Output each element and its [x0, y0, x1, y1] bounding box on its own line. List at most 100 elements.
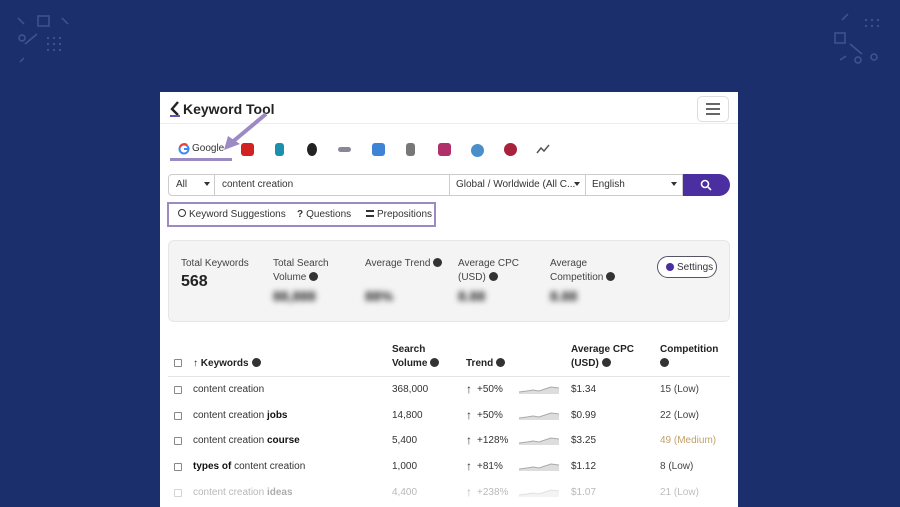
cpc: $3.25: [571, 435, 597, 447]
keyword[interactable]: content creation ideas: [193, 487, 293, 498]
competition: 22 (Low): [660, 409, 699, 421]
keyword-part: course: [266, 435, 300, 447]
row-checkbox[interactable]: [174, 411, 182, 420]
stat-label-text: Average Competition: [550, 258, 604, 283]
settings-label: Settings: [677, 262, 714, 273]
divider: [214, 174, 215, 196]
column-header-label: Trend: [466, 358, 494, 369]
column-header[interactable]: Search Volume: [392, 343, 452, 371]
sparkline: [518, 433, 560, 448]
trend-arrow: ↑: [466, 484, 472, 499]
column-header[interactable]: ↑ Keywords: [193, 357, 261, 371]
twitter-tab[interactable]: [471, 144, 484, 157]
settings-button[interactable]: Settings: [657, 256, 717, 278]
keyword[interactable]: types of content creation: [193, 461, 305, 472]
stat-label-text: Average Trend: [365, 258, 431, 269]
keyword-part: content creation: [193, 409, 267, 421]
trend: +128%: [477, 435, 509, 447]
mode-tab-label: Questions: [306, 209, 352, 220]
menu-button[interactable]: [697, 96, 729, 122]
stat-value: 8.88: [458, 288, 486, 304]
column-header[interactable]: Trend: [466, 357, 506, 371]
info-icon: [606, 272, 616, 281]
amazon-tab[interactable]: [307, 143, 317, 156]
trend: +50%: [477, 384, 503, 395]
engine-tab-active[interactable]: Google: [192, 143, 225, 154]
playstore-tab[interactable]: [406, 143, 415, 156]
row-checkbox[interactable]: [174, 386, 182, 394]
trend-arrow: ↑: [466, 382, 472, 396]
youtube-tab[interactable]: [241, 143, 254, 156]
search-button[interactable]: [683, 174, 730, 196]
pointer-arrow: [224, 112, 268, 150]
stat-label: Total Search Volume: [273, 257, 353, 285]
row-checkbox[interactable]: [174, 437, 182, 446]
caret: [574, 182, 580, 186]
cpc: $0.99: [571, 409, 597, 421]
caret: [204, 182, 210, 186]
stat-label: Average CPC (USD): [458, 257, 538, 285]
info-icon: [488, 272, 498, 281]
keyword-part: types of: [193, 461, 232, 473]
trends-tab[interactable]: [536, 143, 550, 155]
pinterest-tab[interactable]: [504, 143, 517, 156]
keyword-part: content creation: [193, 486, 267, 498]
competition: 15 (Low): [660, 384, 699, 395]
mode-tab[interactable]: Keyword Suggestions: [178, 209, 286, 220]
select-all-checkbox[interactable]: [174, 359, 182, 367]
column-header[interactable]: Average CPC (USD): [571, 343, 641, 371]
trend-arrow: ↑: [466, 459, 472, 474]
table-row: content creation course 5,400 ↑ +128% $3.25 4…: [160, 431, 738, 451]
column-header[interactable]: Competition: [660, 343, 720, 371]
ebay-tab[interactable]: [338, 147, 351, 152]
instagram-tab[interactable]: [438, 143, 451, 156]
keyword[interactable]: content creation: [193, 384, 264, 395]
stat-value: 88,888: [273, 288, 316, 304]
stat-label: Average Trend: [365, 257, 445, 271]
info-icon: [309, 272, 319, 281]
stat-label: Average Competition: [550, 257, 630, 285]
divider: [160, 123, 738, 124]
search-input[interactable]: content creation: [222, 179, 294, 190]
search-volume: 5,400: [392, 435, 418, 447]
search-volume: 4,400: [392, 486, 418, 498]
app-panel: Keyword Tool Google All content creation…: [160, 92, 738, 507]
stat-value: 88%: [365, 288, 394, 304]
sparkline: [518, 382, 560, 397]
stat-value: 568: [181, 273, 208, 290]
search-volume: 1,000: [392, 461, 418, 473]
keyword[interactable]: content creation course: [193, 435, 300, 446]
keyword[interactable]: content creation jobs: [193, 410, 288, 421]
location-select[interactable]: Global / Worldwide (All C...: [456, 179, 576, 190]
competition: 49 (Medium): [660, 435, 717, 447]
info-icon: [433, 258, 443, 267]
row-checkbox[interactable]: [174, 463, 182, 472]
logo[interactable]: Keyword Tool: [183, 101, 275, 117]
stat-label-text: Total Search Volume: [273, 258, 329, 283]
language-select[interactable]: English: [592, 179, 625, 190]
mode-tab[interactable]: Prepositions: [366, 209, 432, 220]
stat-value: 8.88: [550, 288, 578, 304]
stat-label-text: Average CPC (USD): [458, 258, 519, 283]
mode-tabs: [167, 202, 436, 227]
trend-arrow: ↑: [466, 433, 472, 448]
scope-select[interactable]: All: [176, 179, 188, 190]
divider: [449, 174, 450, 196]
sparkline: [518, 485, 560, 500]
cpc: $1.34: [571, 384, 597, 395]
appstore-tab[interactable]: [372, 143, 385, 156]
column-header-label: Keywords: [200, 358, 249, 369]
sparkline: [518, 408, 560, 423]
stat-label-text: Total Keywords: [181, 258, 249, 269]
search-volume: 14,800: [392, 409, 423, 421]
row-checkbox[interactable]: [174, 488, 182, 497]
cpc: $1.07: [571, 486, 597, 498]
trend-arrow: ↑: [466, 407, 472, 422]
keyword-part: jobs: [266, 409, 288, 421]
column-header-label: Competition: [660, 344, 719, 355]
mode-tab[interactable]: ? Questions: [297, 209, 352, 220]
table-row: content creation ideas 4,400 ↑ +238% $1.07 21…: [160, 483, 738, 503]
bing-tab[interactable]: [275, 143, 284, 156]
